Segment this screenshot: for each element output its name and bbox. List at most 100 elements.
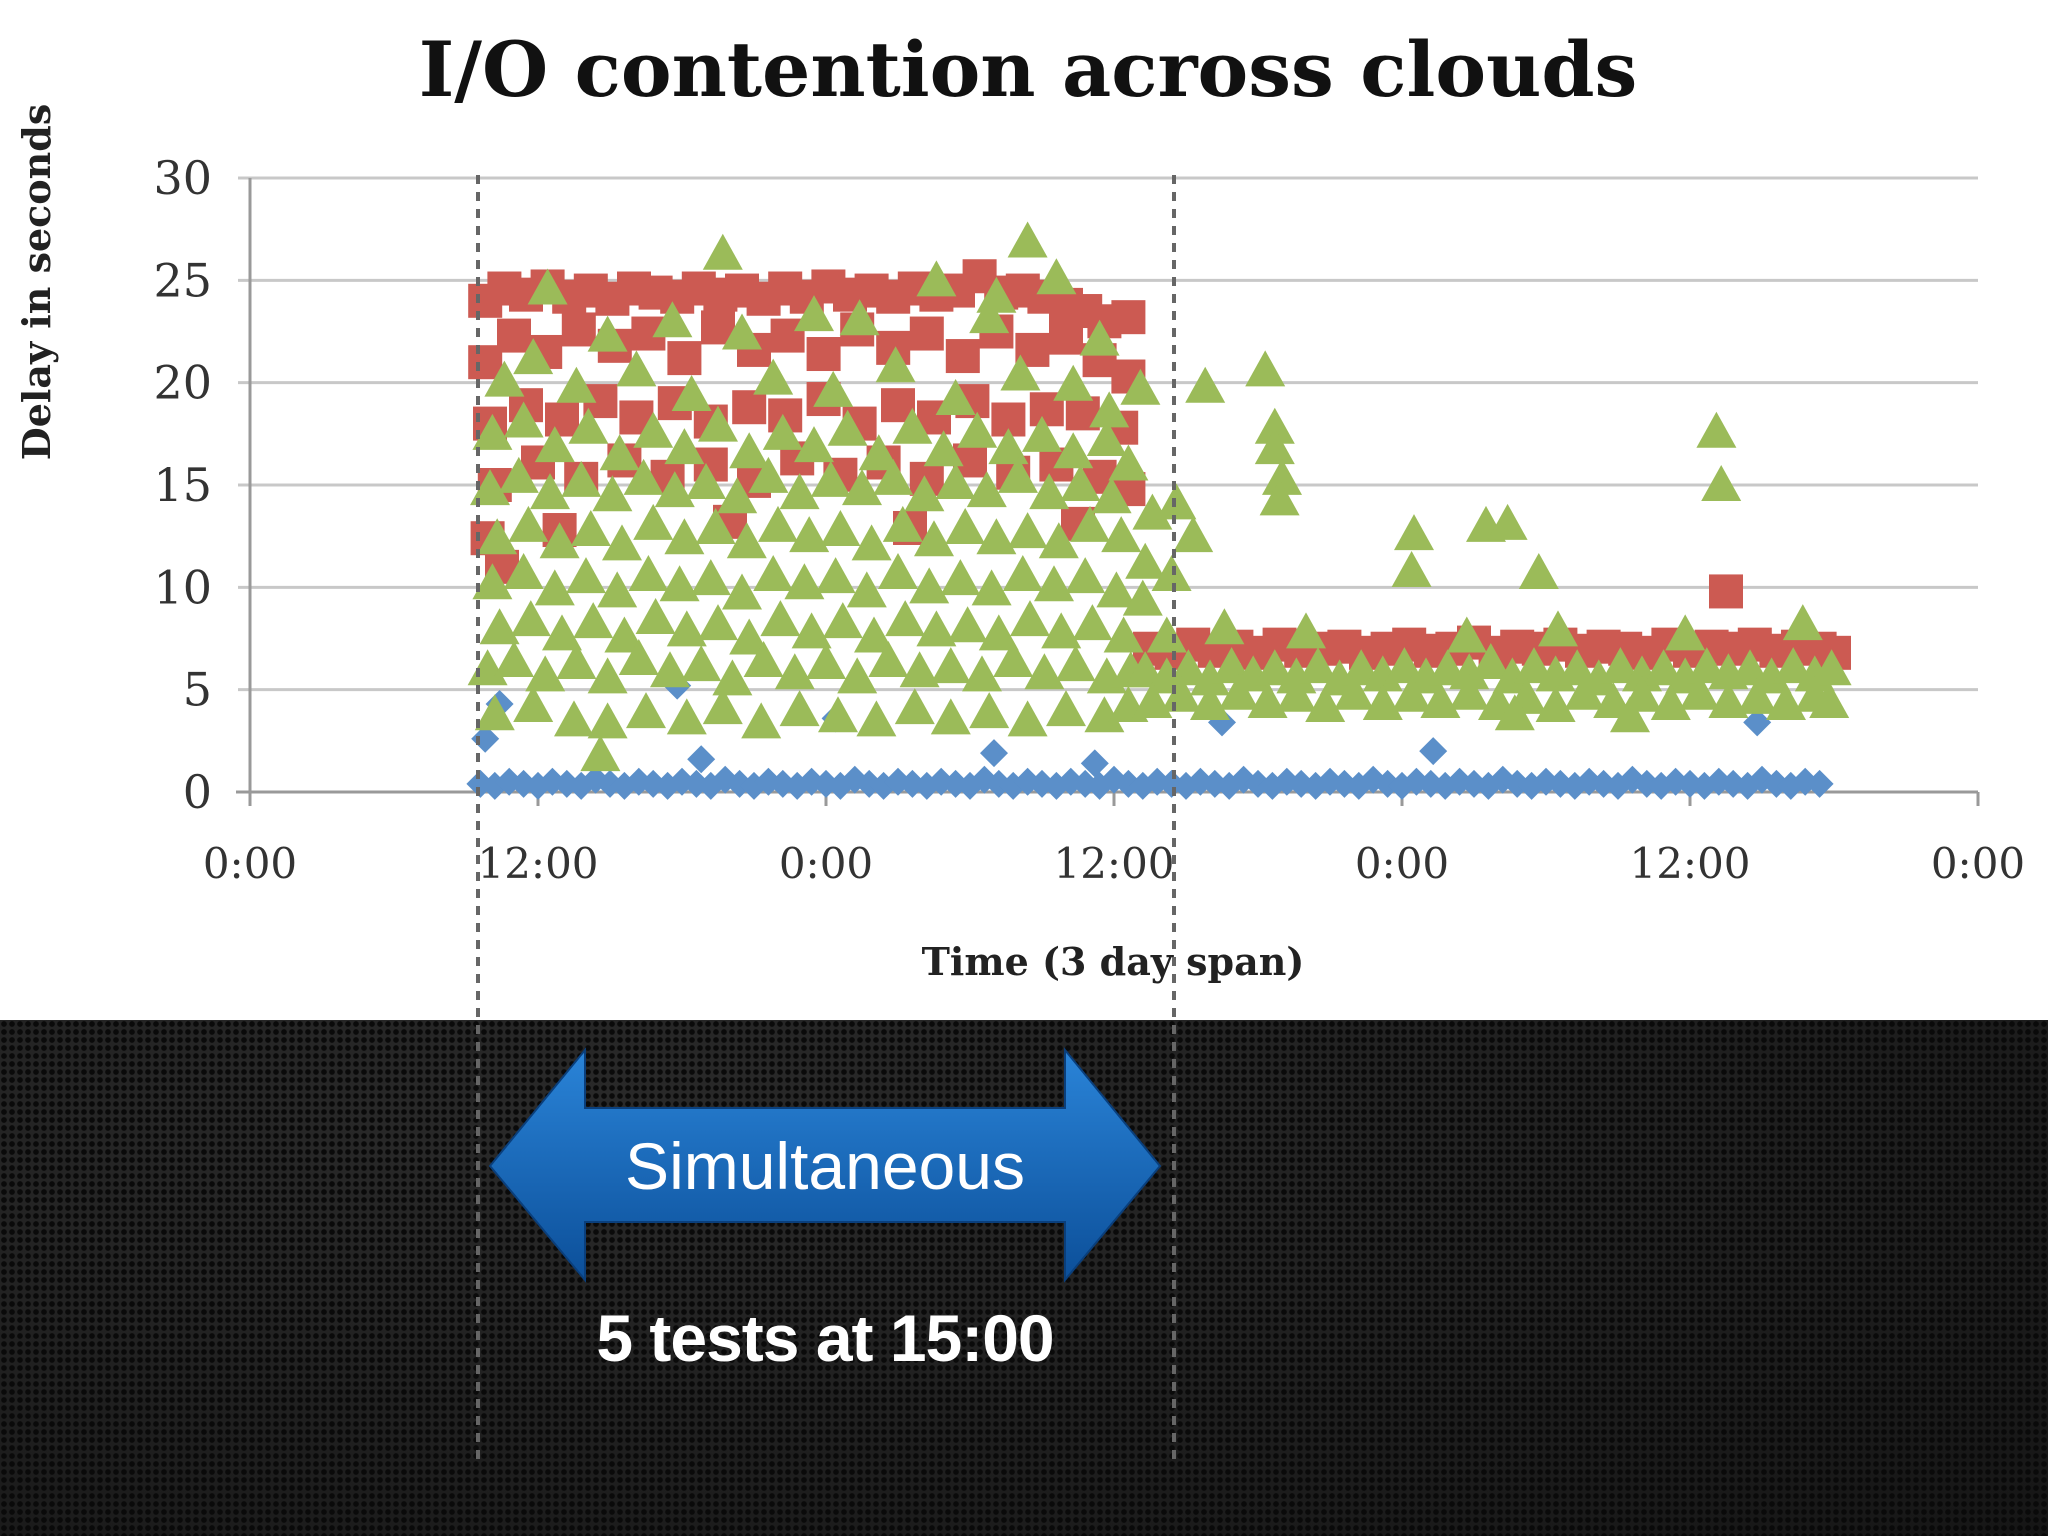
data-point-triangle xyxy=(664,518,705,555)
double-arrow-icon xyxy=(488,1047,1162,1283)
data-point-triangle xyxy=(1811,649,1852,686)
x-tick-label: 0:00 xyxy=(1931,839,2025,888)
data-point-triangle xyxy=(894,688,935,725)
data-point-triangle xyxy=(695,507,736,544)
data-point-triangle xyxy=(566,557,606,594)
data-point-triangle xyxy=(873,458,914,495)
x-tick-label: 0:00 xyxy=(1355,839,1449,888)
data-point-triangle xyxy=(666,698,707,735)
data-point-triangle xyxy=(1022,415,1062,452)
data-point-triangle xyxy=(726,522,767,559)
data-points xyxy=(466,221,1852,800)
data-point-triangle xyxy=(1492,657,1533,694)
data-point-triangle xyxy=(1494,694,1535,731)
data-point-triangle xyxy=(1036,258,1077,295)
simultaneous-arrow: Simultaneous xyxy=(488,1047,1162,1283)
data-point-triangle xyxy=(774,653,815,690)
data-point-square xyxy=(1049,320,1083,355)
data-point-triangle xyxy=(947,606,988,643)
data-point-triangle xyxy=(561,460,602,497)
data-point-triangle xyxy=(1122,579,1163,616)
data-point-triangle xyxy=(503,401,544,438)
data-point-triangle xyxy=(534,426,575,463)
y-tick-label: 15 xyxy=(153,458,212,512)
data-point-triangle xyxy=(686,462,726,499)
data-point-triangle xyxy=(602,524,642,561)
data-point-triangle xyxy=(827,409,868,446)
x-tick-label: 12:00 xyxy=(477,839,598,888)
x-tick-labels: 0:00 12:00 0:00 12:00 0:00 12:00 0:00 xyxy=(203,839,2025,888)
data-point-triangle xyxy=(494,641,534,678)
data-point-diamond xyxy=(1743,708,1772,737)
data-point-triangle xyxy=(1156,483,1197,520)
data-point-triangle xyxy=(542,614,582,651)
data-point-triangle xyxy=(1600,647,1641,684)
data-point-triangle xyxy=(1151,555,1192,592)
data-point-triangle xyxy=(1101,516,1142,553)
data-point-triangle xyxy=(1276,657,1317,694)
y-tick-label: 25 xyxy=(153,253,212,307)
data-point-triangle xyxy=(1120,368,1161,405)
y-tick-label: 10 xyxy=(153,560,212,614)
data-point-triangle xyxy=(666,610,707,647)
data-point-square xyxy=(561,312,596,347)
data-point-triangle xyxy=(1518,553,1559,590)
data-point-triangle xyxy=(1254,407,1295,444)
data-point-triangle xyxy=(1132,493,1173,530)
data-point-triangle xyxy=(858,434,899,471)
data-point-triangle xyxy=(1089,391,1130,428)
data-point-triangle xyxy=(556,366,597,403)
data-point-triangle xyxy=(1024,653,1065,690)
data-point-triangle xyxy=(839,299,880,336)
data-point-triangle xyxy=(626,692,666,729)
data-point-triangle xyxy=(664,428,705,465)
data-point-triangle xyxy=(1132,681,1173,718)
data-point-triangle xyxy=(1696,411,1737,448)
data-point-triangle xyxy=(1108,444,1149,481)
data-point-triangle xyxy=(717,477,758,514)
data-point-triangle xyxy=(789,516,830,553)
data-point-triangle xyxy=(935,379,976,416)
data-point-triangle xyxy=(1000,354,1041,391)
data-point-triangle xyxy=(998,456,1038,493)
data-point-triangle xyxy=(966,471,1007,508)
data-point-triangle xyxy=(1610,696,1650,733)
data-point-triangle xyxy=(1168,649,1209,686)
data-point-triangle xyxy=(837,657,878,694)
data-point-square xyxy=(545,402,579,437)
data-point-triangle xyxy=(484,360,525,397)
data-point-triangle xyxy=(1173,516,1214,553)
data-point-triangle xyxy=(779,473,820,510)
data-point-triangle xyxy=(1029,473,1070,510)
data-point-triangle xyxy=(681,645,722,682)
data-point-triangle xyxy=(1449,673,1490,710)
data-point-triangle xyxy=(753,358,794,395)
data-point-triangle xyxy=(599,434,640,471)
data-point-triangle xyxy=(748,456,789,493)
data-point-triangle xyxy=(1072,604,1113,641)
annotation-note: 5 tests at 15:00 xyxy=(596,1301,1054,1375)
data-point-triangle xyxy=(1007,221,1048,258)
x-axis-label: Time (3 day span) xyxy=(922,939,1305,984)
data-point-triangle xyxy=(1161,675,1202,712)
data-point-triangle xyxy=(916,260,957,297)
data-point-triangle xyxy=(1125,651,1166,688)
data-point-triangle xyxy=(1737,677,1778,714)
data-point-triangle xyxy=(1708,681,1749,718)
data-point-triangle xyxy=(530,473,570,510)
data-point-triangle xyxy=(1564,673,1605,710)
data-point-triangle xyxy=(1010,600,1050,637)
data-point-triangle xyxy=(930,647,971,684)
data-point-triangle xyxy=(1679,673,1720,710)
data-point-diamond xyxy=(687,745,716,774)
y-tick-labels: 0 5 10 15 20 25 30 xyxy=(153,151,212,819)
data-point-triangle xyxy=(604,616,645,653)
data-point-triangle xyxy=(822,602,863,639)
data-point-triangle xyxy=(1665,614,1706,651)
data-point-triangle xyxy=(741,702,782,739)
data-point-triangle xyxy=(1391,675,1432,712)
data-point-triangle xyxy=(988,428,1029,465)
data-point-triangle xyxy=(813,370,854,407)
data-point-triangle xyxy=(976,518,1017,555)
